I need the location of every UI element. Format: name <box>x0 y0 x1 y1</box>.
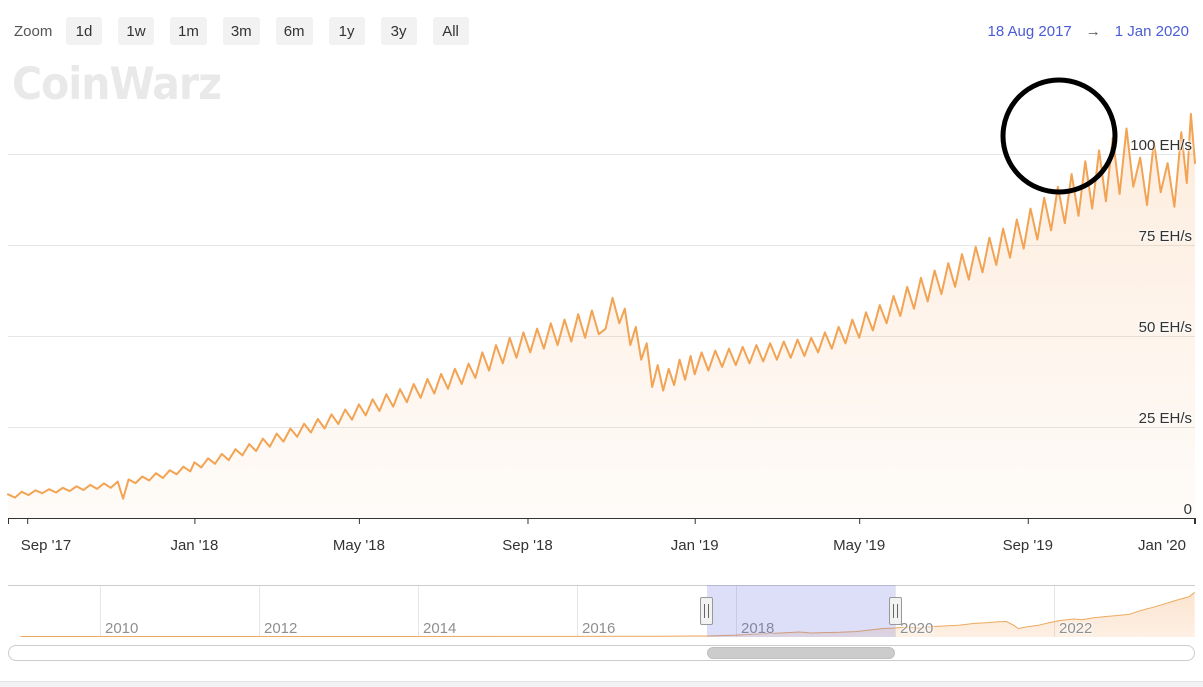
x-axis-label: Sep '18 <box>502 537 553 554</box>
navigator-year-label: 2014 <box>423 620 457 637</box>
x-axis-label: Jan '18 <box>170 537 219 554</box>
zoom-button-1m[interactable]: 1m <box>170 17 207 45</box>
y-axis-label: 50 EH/s <box>1138 319 1192 336</box>
y-axis-label: 75 EH/s <box>1138 228 1192 245</box>
x-axis-label: Sep '17 <box>20 537 72 554</box>
zoom-button-6m[interactable]: 6m <box>275 17 313 45</box>
navigator-year-label: 2018 <box>741 620 775 637</box>
zoom-button-1y[interactable]: 1y <box>328 17 365 45</box>
navigator-year-label: 2010 <box>105 620 139 637</box>
navigator-year-label: 2020 <box>900 620 934 637</box>
x-axis-label: May '19 <box>833 537 886 554</box>
y-axis-label: 100 EH/s <box>1130 137 1192 154</box>
hashrate-line <box>7 113 1196 500</box>
scrollbar-track[interactable] <box>8 645 1195 661</box>
zoom-button-3y[interactable]: 3y <box>380 17 417 45</box>
zoom-label: Zoom <box>14 23 53 40</box>
hashrate-area <box>8 114 1195 518</box>
date-range: 18 Aug 2017 → 1 Jan 2020 <box>988 23 1190 40</box>
zoom-button-1d[interactable]: 1d <box>66 17 102 45</box>
x-axis-label: Jan '20 <box>1138 537 1186 554</box>
range-end-input[interactable]: 1 Jan 2020 <box>1114 23 1189 40</box>
annotation-circle-icon <box>1000 77 1118 195</box>
coinwarz-logo: CoinWarz <box>12 58 222 110</box>
navigator-area <box>20 592 1195 637</box>
navigator-handle-right[interactable] <box>888 597 902 625</box>
zoom-button-group: 1d 1w 1m 3m 6m 1y 3y All <box>66 17 469 45</box>
navigator-line <box>20 591 1196 637</box>
x-axis-label: May '18 <box>332 537 385 554</box>
zoom-button-1w[interactable]: 1w <box>118 17 154 45</box>
navigator-year-label: 2012 <box>264 620 298 637</box>
bottom-strip <box>0 681 1203 687</box>
navigator-year-label: 2022 <box>1059 620 1093 637</box>
x-axis-ticks <box>8 518 1196 524</box>
navigator-handle-left[interactable] <box>700 597 714 625</box>
x-axis-label: Jan '19 <box>670 537 719 554</box>
zoom-button-all[interactable]: All <box>432 17 469 45</box>
x-axis-label: Sep '19 <box>1002 537 1053 554</box>
y-axis-label: 0 <box>1183 501 1192 518</box>
arrow-right-icon: → <box>1085 23 1101 40</box>
navigator-year-label: 2016 <box>582 620 616 637</box>
range-start-input[interactable]: 18 Aug 2017 <box>987 23 1072 40</box>
y-axis-label: 25 EH/s <box>1138 410 1192 427</box>
navigator-selection-mask[interactable] <box>706 585 895 637</box>
zoom-button-3m[interactable]: 3m <box>222 17 260 45</box>
scrollbar-thumb[interactable] <box>706 647 895 659</box>
